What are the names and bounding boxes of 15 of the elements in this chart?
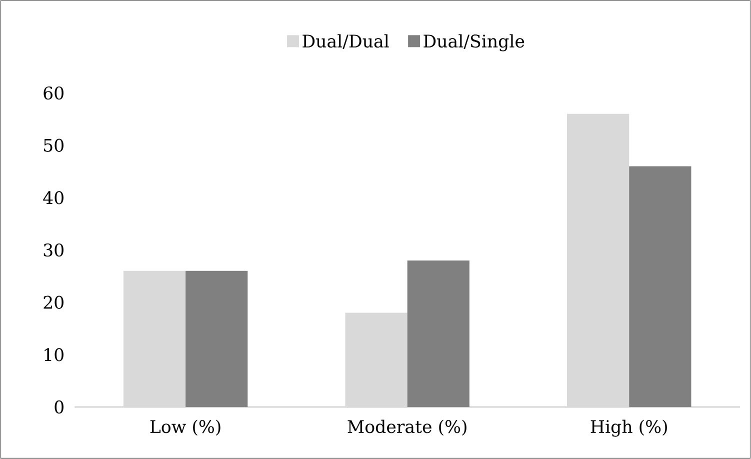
bar	[567, 114, 630, 407]
y-tick-label: 50	[44, 138, 64, 152]
legend-label: Dual/Single	[424, 34, 524, 52]
y-tick-label: 30	[44, 243, 64, 257]
y-tick-label: 20	[44, 296, 64, 309]
y-tick-label: 40	[43, 191, 64, 204]
y-tick-label: 0	[54, 400, 64, 414]
y-tick-label: 10	[44, 348, 64, 362]
x-tick-label: High (%)	[590, 420, 667, 437]
x-tick-label: Low (%)	[150, 420, 220, 436]
bar	[345, 312, 408, 407]
legend-label: Dual/Dual	[302, 34, 389, 50]
y-tick-label: 60	[44, 86, 64, 100]
x-tick-label: Moderate (%)	[348, 420, 466, 436]
bar	[123, 270, 186, 407]
